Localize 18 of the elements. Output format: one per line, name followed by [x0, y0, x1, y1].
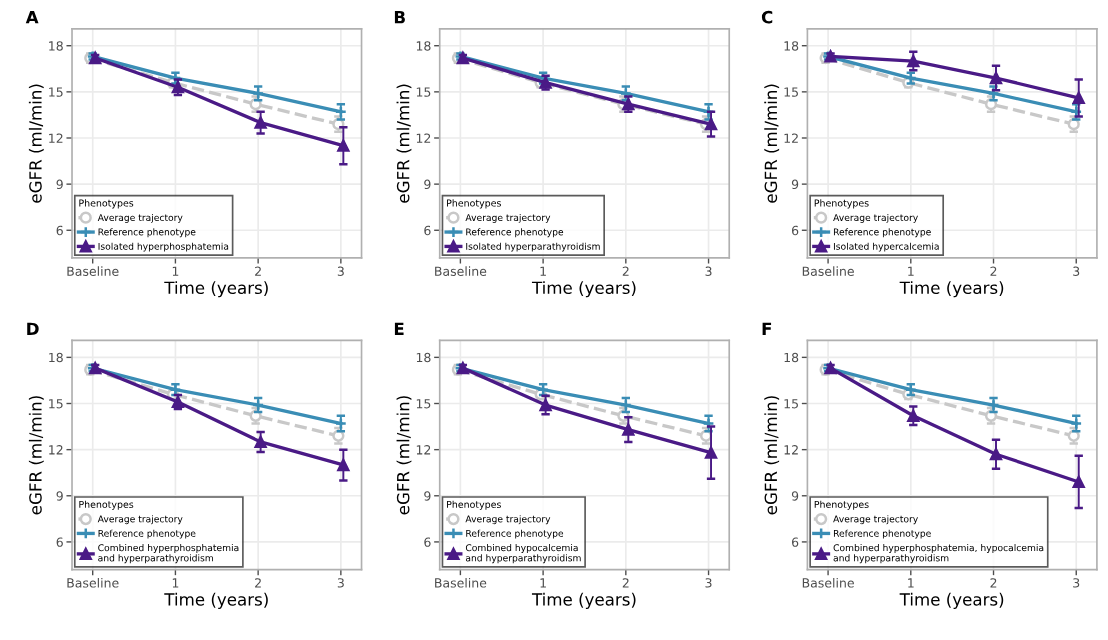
chart-title: E: [394, 322, 404, 335]
chart-title: D: [27, 322, 39, 335]
chart-title: F: [762, 322, 772, 335]
x-axis-title: Time (years): [164, 281, 268, 298]
x-axis-title: Time (years): [531, 281, 636, 298]
y-axis-title: eGFR (ml/min): [764, 396, 780, 515]
y-axis-title: eGFR (ml/min): [764, 84, 780, 203]
x-axis-title: Time (years): [164, 592, 268, 609]
y-axis-title: eGFR (ml/min): [396, 396, 412, 515]
chart-title: B: [394, 11, 405, 24]
chart-title: C: [761, 10, 773, 24]
x-axis-title: Time (years): [899, 281, 1004, 298]
y-axis-title: eGFR (ml/min): [396, 84, 412, 203]
y-axis-title: eGFR (ml/min): [28, 396, 44, 515]
chart-title: A: [25, 11, 39, 24]
x-axis-title: Time (years): [899, 592, 1004, 609]
x-axis-title: Time (years): [531, 592, 636, 609]
y-axis-title: eGFR (ml/min): [28, 84, 44, 203]
